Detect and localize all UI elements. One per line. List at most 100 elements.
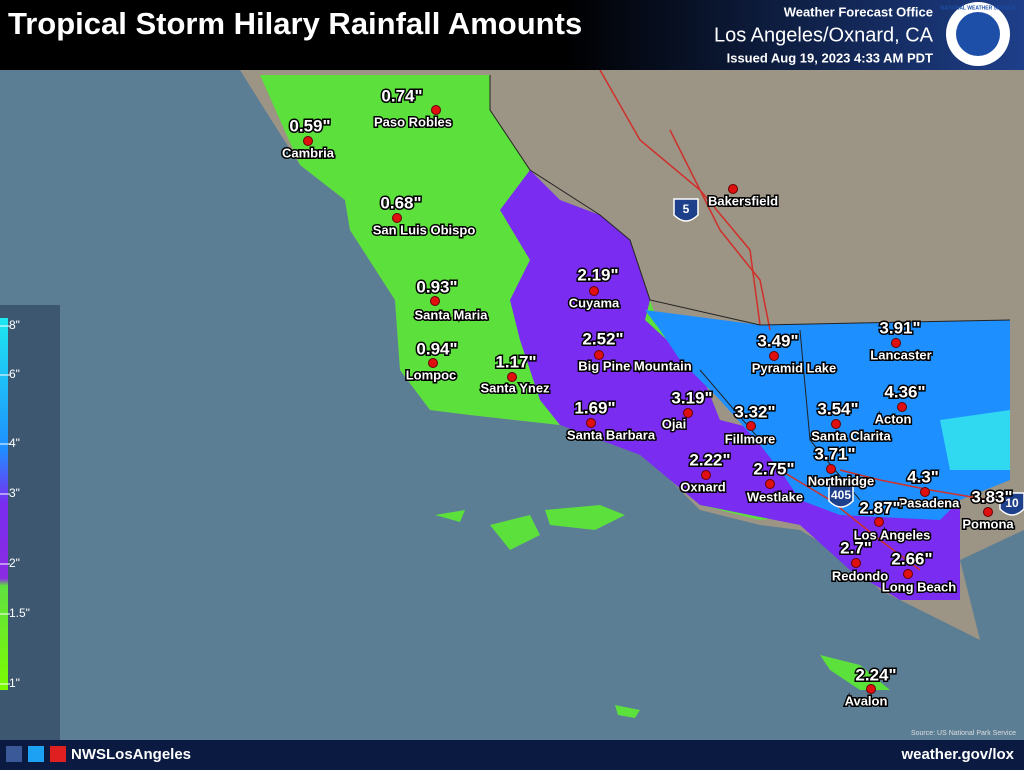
station-name: Pomona xyxy=(962,516,1014,531)
rainfall-amount: 3.32" xyxy=(734,402,775,421)
social-handle[interactable]: NWSLosAngeles xyxy=(71,746,191,763)
rainfall-amount: 4.3" xyxy=(907,467,939,486)
station-name: Santa Ynez xyxy=(480,380,550,395)
rainfall-amount: 2.75" xyxy=(753,459,794,478)
station-name: Pasadena xyxy=(899,495,960,510)
legend-label: 3" xyxy=(9,486,20,500)
station-name: Big Pine Mountain xyxy=(578,358,691,373)
rainfall-amount: 3.91" xyxy=(879,318,920,337)
legend-label: 4" xyxy=(9,436,20,450)
shield-number: 5 xyxy=(683,202,690,216)
station-name: Westlake xyxy=(747,489,803,504)
legend-label: 6" xyxy=(9,367,20,381)
station-name: Bakersfield xyxy=(708,193,778,208)
highway-shield xyxy=(828,484,854,508)
station-dot xyxy=(392,213,402,223)
station-name: Oxnard xyxy=(680,479,726,494)
station-dot xyxy=(765,479,775,489)
legend-label: 8" xyxy=(9,318,20,332)
station-dot xyxy=(903,569,913,579)
station-dot xyxy=(683,408,693,418)
location: Los Angeles/Oxnard, CA xyxy=(714,24,934,46)
rainfall-amount: 3.54" xyxy=(817,399,858,418)
station-name: Los Angeles xyxy=(854,527,931,542)
website[interactable]: weather.gov/lox xyxy=(900,746,1014,763)
legend-label: 1" xyxy=(9,676,20,690)
station-dot xyxy=(507,372,517,382)
highways xyxy=(599,69,991,571)
station-dot xyxy=(430,296,440,306)
station-name: Paso Robles xyxy=(374,114,452,129)
rainfall-amount: 0.93" xyxy=(416,277,457,296)
rainfall-amount: 3.19" xyxy=(671,388,712,407)
shield-number: 10 xyxy=(1005,496,1019,510)
station-name: Cuyama xyxy=(569,295,620,310)
station-name: Pyramid Lake xyxy=(752,360,837,375)
legend-scale xyxy=(0,318,8,690)
station-dot xyxy=(874,517,884,527)
shield-number: 405 xyxy=(831,488,851,502)
footer-bar xyxy=(0,740,1024,770)
rainfall-amount: 2.22" xyxy=(689,450,730,469)
issued: Issued Aug 19, 2023 4:33 AM PDT xyxy=(727,50,933,65)
station-dot xyxy=(303,136,313,146)
station-name: Redondo xyxy=(832,568,888,583)
station-dot xyxy=(891,338,901,348)
rainfall-amount: 0.59" xyxy=(289,116,330,135)
rainfall-amount: 2.52" xyxy=(582,329,623,348)
rainfall-amount: 2.7" xyxy=(840,538,872,557)
station-dot xyxy=(851,558,861,568)
rainfall-amount: 0.68" xyxy=(380,193,421,212)
station-dot xyxy=(428,358,438,368)
heaviest-rain-area xyxy=(940,410,1010,470)
station-dot xyxy=(728,184,738,194)
rainfall-amount: 4.36" xyxy=(884,382,925,401)
source: Source: US National Park Service xyxy=(911,730,1016,737)
station-dot xyxy=(701,470,711,480)
station-name: Cambria xyxy=(282,145,335,160)
station-name: Santa Clarita xyxy=(811,428,891,443)
rainfall-amount: 3.71" xyxy=(814,444,855,463)
office: Weather Forecast Office xyxy=(784,4,933,19)
logo-inner xyxy=(956,12,1000,56)
legend-label: 2" xyxy=(9,556,20,570)
facebook-icon[interactable] xyxy=(6,746,22,762)
station-name: Lompoc xyxy=(406,367,457,382)
legend-label: 1.5" xyxy=(9,606,30,620)
station-dot xyxy=(826,464,836,474)
rainfall-amount: 2.24" xyxy=(855,665,896,684)
station-dot xyxy=(586,418,596,428)
station-dot xyxy=(897,402,907,412)
heavy-rain-area xyxy=(645,310,1010,520)
rainfall-amount: 0.94" xyxy=(416,339,457,358)
station-name: Santa Maria xyxy=(415,307,489,322)
header-bar xyxy=(0,0,1024,70)
highway-shield xyxy=(673,198,699,222)
station-dot xyxy=(866,684,876,694)
station-name: Ojai xyxy=(662,416,687,431)
rainfall-amount: 0.74" xyxy=(381,86,422,105)
station-dot xyxy=(746,421,756,431)
station-name: Santa Barbara xyxy=(567,427,656,442)
station-dot xyxy=(431,105,441,115)
station-name: Northridge xyxy=(808,473,874,488)
station-name: Avalon xyxy=(845,693,888,708)
station-name: Long Beach xyxy=(882,579,956,594)
station-name: San Luis Obispo xyxy=(373,222,476,237)
youtube-icon[interactable] xyxy=(50,746,66,762)
rainfall-amount: 1.69" xyxy=(574,398,615,417)
station-dot xyxy=(589,286,599,296)
rainfall-amount: 2.87" xyxy=(859,498,900,517)
rainfall-amount: 3.49" xyxy=(757,331,798,350)
twitter-icon[interactable] xyxy=(28,746,44,762)
station-name: Acton xyxy=(875,411,912,426)
station-dot xyxy=(920,487,930,497)
station-dot xyxy=(983,507,993,517)
station-dot xyxy=(769,351,779,361)
station-dot xyxy=(831,419,841,429)
logo-text: NATIONAL WEATHER SERVICE xyxy=(941,5,1017,11)
rainfall-amount: 3.83" xyxy=(971,487,1012,506)
station-dot xyxy=(594,350,604,360)
station-name: Fillmore xyxy=(725,431,776,446)
